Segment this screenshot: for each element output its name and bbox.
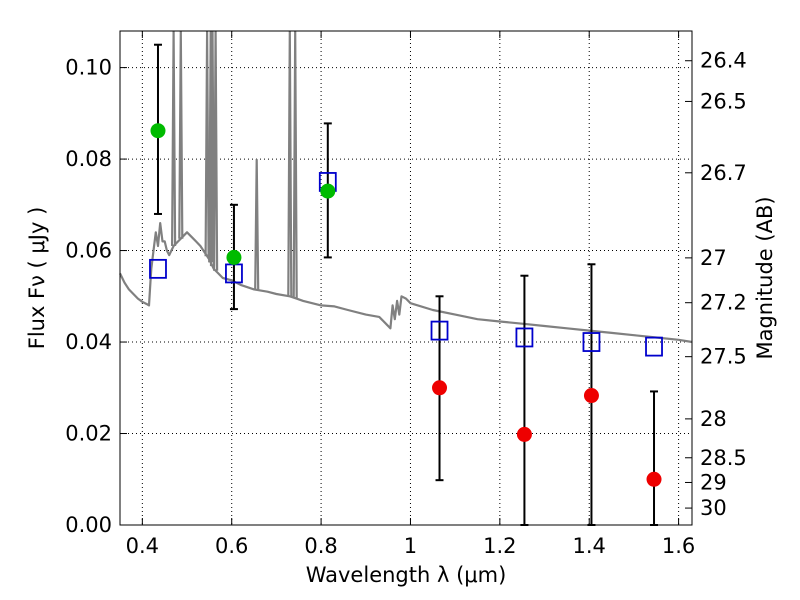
plot-frame <box>119 30 693 526</box>
model-square-marker <box>645 336 663 357</box>
emission-line <box>204 30 210 257</box>
model-square-marker <box>582 332 601 352</box>
y-tick-label: 0.06 <box>65 239 112 263</box>
magnitude-tick-label: 27 <box>700 246 727 270</box>
emission-line <box>178 30 184 239</box>
detection-point <box>320 183 336 199</box>
model-square-marker <box>515 327 534 348</box>
y-tick-label: 0.00 <box>65 513 112 537</box>
model-spectrum <box>119 30 693 344</box>
x-tick-label: 0.4 <box>126 534 159 558</box>
upper-limit-point <box>516 426 532 442</box>
magnitude-tick-label: 27.5 <box>700 345 747 369</box>
magnitude-tick-label: 28.5 <box>700 446 747 470</box>
magnitude-tick-label: 26.7 <box>700 161 747 185</box>
magnitude-tick-label: 27.2 <box>700 291 747 315</box>
detection-point <box>226 249 242 265</box>
emission-line <box>287 30 293 297</box>
x-tick-label: 1.2 <box>483 534 516 558</box>
upper-limit-point <box>432 380 448 396</box>
model-square-marker <box>149 258 167 279</box>
x-tick-label: 0.6 <box>215 534 248 558</box>
error-bars <box>153 43 659 526</box>
y-axis-label-left: Flux Fν ( μJy ) <box>25 207 49 350</box>
data-markers <box>149 123 663 487</box>
magnitude-tick-label: 28 <box>700 407 727 431</box>
magnitude-tick-label: 26.4 <box>700 49 747 73</box>
emission-line <box>254 159 260 290</box>
emission-line <box>292 30 298 299</box>
axis-ticks: 0.4 0.6 0.8 1 1.2 1.4 1.6 0.00 0.02 0.04 0.06 0.08 0… <box>65 31 747 558</box>
y-tick-label: 0.02 <box>65 422 112 446</box>
x-tick-label: 1.4 <box>573 534 606 558</box>
x-axis-label: Wavelength λ (μm) <box>306 563 507 587</box>
magnitude-tick-label: 30 <box>700 496 727 520</box>
y-axis-label-right: Magnitude (AB) <box>753 196 777 359</box>
y-tick-label: 0.04 <box>65 330 112 354</box>
emission-line <box>171 30 177 247</box>
x-tick-label: 1 <box>404 534 417 558</box>
magnitude-tick-label: 29 <box>700 470 727 494</box>
spectrum-line <box>119 222 693 344</box>
model-square-marker <box>430 320 449 341</box>
detection-point <box>150 123 166 139</box>
x-tick-label: 1.6 <box>662 534 695 558</box>
x-tick-label: 0.8 <box>304 534 337 558</box>
upper-limit-point <box>646 471 662 487</box>
magnitude-tick-label: 26.5 <box>700 89 747 113</box>
emission-line <box>213 30 219 271</box>
y-tick-label: 0.10 <box>65 56 112 80</box>
y-tick-label: 0.08 <box>65 147 112 171</box>
upper-limit-point <box>583 388 599 404</box>
